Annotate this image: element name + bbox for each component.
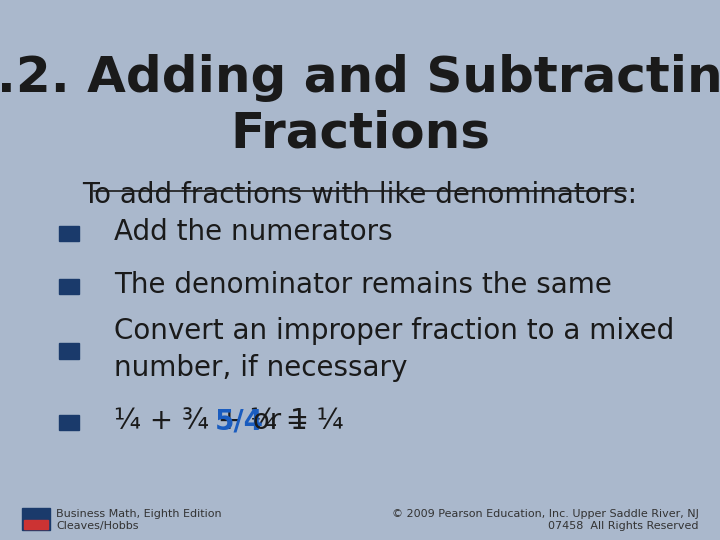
Text: 2.2. Adding and Subtracting
Fractions: 2.2. Adding and Subtracting Fractions	[0, 54, 720, 158]
Text: ¼ + ¾ + ¼ =: ¼ + ¾ + ¼ =	[114, 407, 318, 435]
Text: Add the numerators: Add the numerators	[114, 218, 392, 246]
Bar	[59, 343, 79, 359]
Bar	[59, 415, 79, 430]
Bar	[24, 520, 48, 529]
Text: Convert an improper fraction to a mixed
number, if necessary: Convert an improper fraction to a mixed …	[114, 317, 674, 382]
Text: Business Math, Eighth Edition: Business Math, Eighth Edition	[56, 509, 222, 519]
Text: 07458  All Rights Reserved: 07458 All Rights Reserved	[548, 521, 698, 531]
Text: The denominator remains the same: The denominator remains the same	[114, 271, 611, 299]
Bar	[59, 226, 79, 241]
Bar	[22, 508, 50, 530]
Text: To add fractions with like denominators:: To add fractions with like denominators:	[83, 181, 637, 209]
Text: or 1 ¼: or 1 ¼	[244, 407, 343, 435]
Bar	[59, 279, 79, 294]
Text: © 2009 Pearson Education, Inc. Upper Saddle River, NJ: © 2009 Pearson Education, Inc. Upper Sad…	[392, 509, 698, 519]
Text: Cleaves/Hobbs: Cleaves/Hobbs	[56, 521, 139, 531]
Text: 5/4: 5/4	[215, 407, 264, 435]
